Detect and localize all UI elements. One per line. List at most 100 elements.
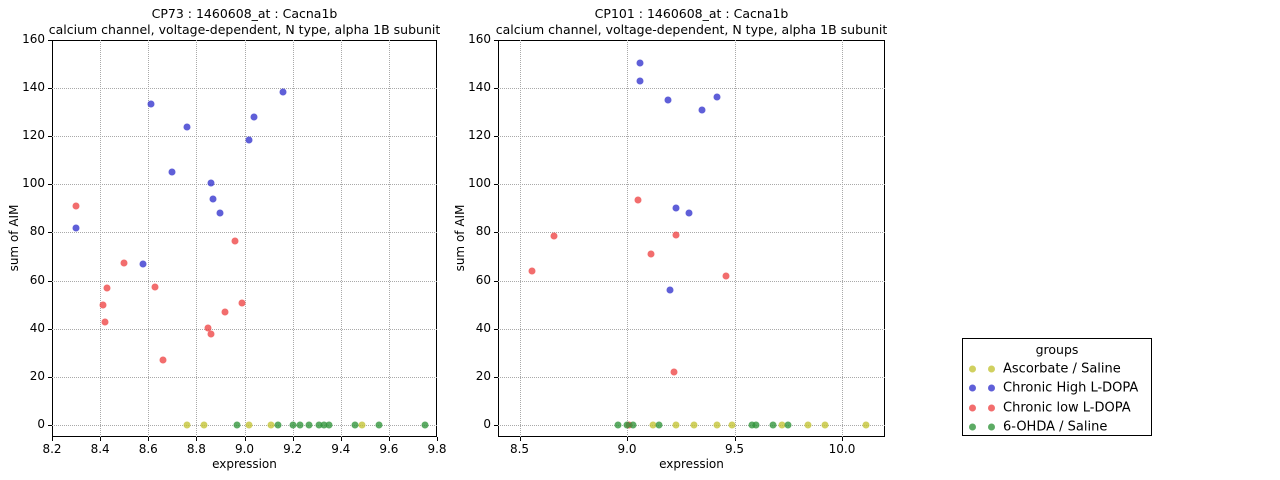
legend-marker-dot [969, 365, 976, 373]
y-axis-tick [48, 232, 52, 234]
data-point [183, 123, 191, 131]
y-tick-label: 60 [475, 272, 491, 287]
data-point [221, 308, 229, 316]
y-axis-tick [494, 424, 498, 426]
y-axis-tick [48, 184, 52, 186]
y-tick-label: 40 [475, 320, 491, 335]
grid-line-x [148, 40, 150, 437]
legend-entry-label: Ascorbate / Saline [1003, 361, 1121, 377]
plot-subtitle: calcium channel, voltage-dependent, N ty… [495, 22, 888, 37]
x-tick-label: 9.0 [617, 442, 637, 456]
data-point [325, 421, 333, 429]
y-tick-label: 120 [22, 128, 45, 143]
y-tick-label: 160 [468, 32, 491, 46]
data-point [748, 421, 756, 429]
grid-line-y [52, 424, 437, 426]
legend-entry: Chronic High L-DOPA [963, 379, 1151, 399]
x-tick-label: 9.6 [379, 442, 399, 456]
grid-line-x [244, 40, 246, 437]
data-point [672, 204, 680, 212]
x-axis-tick [842, 437, 843, 441]
data-point [289, 421, 297, 429]
y-tick-label: 80 [475, 224, 491, 239]
data-point [728, 421, 736, 429]
data-point [634, 196, 642, 204]
y-axis-tick [48, 424, 52, 426]
legend-entry-label: Chronic High L-DOPA [1003, 380, 1139, 396]
x-tick-label: 9.8 [427, 442, 447, 456]
y-axis-tick [48, 88, 52, 90]
data-point [375, 421, 383, 429]
x-axis-tick [734, 437, 736, 441]
data-point [672, 421, 680, 429]
data-point [305, 421, 313, 429]
x-axis-tick [100, 437, 102, 441]
x-tick-label: 8.2 [42, 442, 62, 456]
x-axis-tick [340, 437, 342, 441]
data-point [216, 209, 224, 217]
grid-line-y [498, 88, 885, 90]
data-point [358, 421, 366, 429]
grid-line-y [52, 376, 437, 378]
x-tick-label: 8.5 [509, 442, 530, 456]
y-axis-tick [494, 184, 498, 186]
data-point [207, 330, 215, 338]
grid-line-y [52, 136, 437, 138]
x-axis-tick [52, 437, 53, 441]
y-tick-label: 60 [29, 272, 45, 287]
data-point [279, 88, 287, 96]
data-point [200, 421, 208, 429]
data-point [320, 421, 328, 429]
data-point [636, 59, 644, 67]
legend-marker-dot [988, 365, 995, 373]
grid-line-x [734, 40, 736, 437]
data-point [147, 100, 155, 108]
y-tick-label: 100 [468, 176, 491, 191]
x-axis-tick [292, 437, 294, 441]
y-axis-tick [48, 40, 52, 41]
data-point [231, 237, 239, 245]
data-point [722, 272, 730, 280]
grid-line-x [388, 40, 390, 437]
grid-line-y [498, 232, 885, 234]
data-point [769, 421, 777, 429]
x-tick-label: 10.0 [828, 442, 856, 456]
data-point [713, 421, 721, 429]
x-tick-label: 9.0 [234, 442, 255, 456]
data-point [647, 250, 655, 258]
data-point [666, 286, 674, 294]
y-tick-label: 140 [468, 80, 491, 95]
data-point [804, 421, 812, 429]
y-axis-tick [494, 88, 498, 90]
data-point [636, 77, 644, 85]
data-point [245, 136, 253, 144]
x-tick-label: 9.4 [331, 442, 351, 456]
grid-line-y [52, 232, 437, 234]
data-point [698, 106, 706, 114]
data-point [614, 421, 622, 429]
legend-entries: Ascorbate / Saline Chronic High L-DOPA Chr… [963, 359, 1151, 437]
data-point [649, 421, 657, 429]
data-point [120, 259, 128, 267]
grid-line-x [627, 40, 628, 437]
grid-line-y [498, 328, 885, 330]
data-point [139, 260, 147, 268]
y-axis-tick [48, 280, 52, 282]
data-point [784, 421, 792, 429]
data-point [421, 421, 429, 429]
data-point [99, 301, 107, 309]
x-axis-label: expression [212, 457, 277, 471]
data-point [72, 202, 80, 210]
y-axis-tick [494, 232, 498, 234]
grid-line-y [498, 280, 885, 282]
grid-line-x [292, 40, 294, 437]
grid-line-y [498, 376, 885, 378]
data-point [752, 421, 760, 429]
y-tick-label: 40 [29, 320, 45, 335]
x-tick-label: 9.2 [283, 442, 303, 456]
grid-line-x [100, 40, 102, 437]
y-tick-label: 160 [22, 32, 45, 46]
data-point [103, 284, 111, 292]
legend-marker-dot [988, 384, 995, 392]
